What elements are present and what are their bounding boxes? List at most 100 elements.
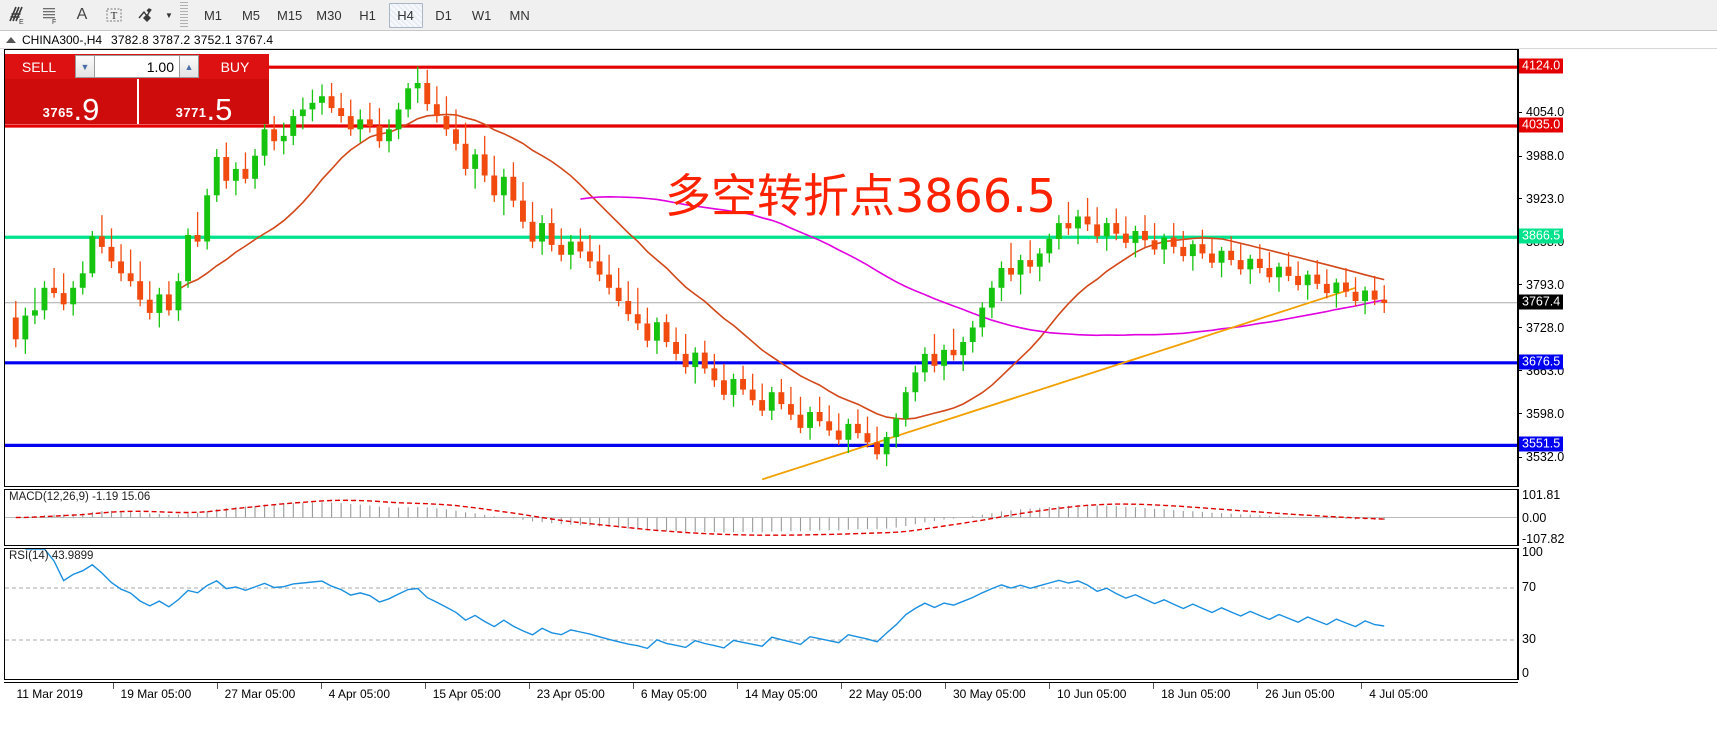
time-axis-separator xyxy=(320,683,322,689)
candle-body xyxy=(271,129,278,142)
price-pane[interactable] xyxy=(4,49,1518,487)
svg-text:T: T xyxy=(111,10,118,22)
price-tick-label: 3988.0 xyxy=(1526,149,1565,164)
candle-body xyxy=(1381,299,1388,303)
buy-price[interactable]: 3771 .5 xyxy=(137,79,269,125)
timeframe-d1[interactable]: D1 xyxy=(435,7,452,23)
candle-body xyxy=(1142,231,1148,241)
price-tag-black[interactable]: 3767.4 xyxy=(1519,294,1564,310)
time-axis-label: 30 May 05:00 xyxy=(952,687,1026,701)
candle-body xyxy=(22,315,29,340)
macd-plot xyxy=(5,490,1517,545)
time-axis-label: 10 Jun 05:00 xyxy=(1057,687,1127,701)
candle-body xyxy=(1304,274,1311,286)
candle-body xyxy=(644,323,651,341)
candle-body xyxy=(395,109,402,130)
timeframe-m15[interactable]: M15 xyxy=(277,7,303,23)
candle-body xyxy=(807,412,813,428)
time-axis-separator xyxy=(944,683,946,689)
price-tag-blue[interactable]: 3551.5 xyxy=(1519,436,1564,452)
candle-body xyxy=(529,221,536,242)
buy-button[interactable]: BUY xyxy=(201,54,269,79)
price-tag-blue[interactable]: 3676.5 xyxy=(1519,354,1564,370)
timeframe-h4[interactable]: H4 xyxy=(388,2,423,28)
candle-body xyxy=(950,349,957,356)
candle-body xyxy=(1103,223,1110,237)
macd-label: MACD(12,26,9) -1.19 15.06 xyxy=(9,491,151,503)
candle-body xyxy=(1266,268,1273,278)
macd-scale[interactable]: 101.81 0.00 -107.82 xyxy=(1518,488,1717,546)
price-tag-green[interactable]: 3866.5 xyxy=(1519,228,1564,244)
price-tag-red[interactable]: 4035.0 xyxy=(1519,117,1564,133)
sell-button[interactable]: SELL xyxy=(5,54,73,79)
candle-body xyxy=(443,116,450,130)
buy-price-integer: 3771 xyxy=(175,105,207,120)
sell-price-integer: 3765 xyxy=(42,105,74,120)
candle-body xyxy=(615,287,622,301)
price-scale[interactable]: 4054.03988.03923.03858.03793.03728.03663… xyxy=(1518,49,1717,487)
candle-body xyxy=(1132,231,1139,243)
toolbar-grip[interactable] xyxy=(180,2,188,28)
price-tick-label: 3532.0 xyxy=(1526,450,1565,465)
dropdown-caret-icon[interactable]: ▼ xyxy=(165,10,173,20)
svg-text:E: E xyxy=(19,19,24,26)
time-axis-label: 18 Jun 05:00 xyxy=(1161,687,1231,701)
text-label-icon[interactable]: T xyxy=(98,2,130,29)
timeframe-m1[interactable]: M1 xyxy=(203,7,223,23)
grid-icon[interactable]: F xyxy=(34,2,66,29)
one-click-trading-panel[interactable]: SELL ▼ 1.00 ▲ BUY 3765 .9 3771 .5 xyxy=(5,54,269,125)
price-tick: 3923.0 xyxy=(1518,192,1564,206)
candle-body xyxy=(912,372,919,393)
volume-control[interactable]: ▼ 1.00 ▲ xyxy=(73,54,201,79)
rsi-scale[interactable]: 100 70 30 0 xyxy=(1518,545,1717,680)
time-axis[interactable]: 11 Mar 2019 19 Mar 05:00 27 Mar 05:00 4 Apr… xyxy=(4,682,1518,707)
objects-icon[interactable] xyxy=(130,2,162,29)
collapse-triangle-icon[interactable] xyxy=(6,36,16,43)
candle-body xyxy=(472,154,479,169)
candle-body xyxy=(510,176,517,201)
candle-body xyxy=(998,268,1005,288)
candle-body xyxy=(127,273,134,282)
candle-body xyxy=(548,223,555,245)
candle-body xyxy=(70,287,77,305)
timeframe-h1[interactable]: H1 xyxy=(359,7,376,23)
candle-body xyxy=(328,96,335,109)
candle-body xyxy=(213,157,220,196)
candle-body xyxy=(414,83,421,89)
candle-body xyxy=(960,342,967,356)
candle-body xyxy=(223,157,230,181)
candle-body xyxy=(1122,233,1129,243)
timeframe-m5[interactable]: M5 xyxy=(241,7,261,23)
timeframe-mn[interactable]: MN xyxy=(509,7,530,23)
candle-body xyxy=(462,143,469,169)
time-axis-label: 11 Mar 2019 xyxy=(16,687,83,701)
timeframe-m30[interactable]: M30 xyxy=(316,7,342,23)
price-plot xyxy=(5,50,1517,486)
indicators-icon[interactable]: E xyxy=(2,2,34,29)
candle-body xyxy=(376,126,383,142)
volume-decrement-icon[interactable]: ▼ xyxy=(75,55,95,78)
price-tag-red[interactable]: 4124.0 xyxy=(1519,58,1564,74)
macd-pane[interactable]: MACD(12,26,9) -1.19 15.06 xyxy=(4,489,1518,546)
candle-body xyxy=(587,251,593,262)
time-axis-label: 15 Apr 05:00 xyxy=(432,687,501,701)
candle-body xyxy=(98,236,105,247)
text-icon[interactable]: A xyxy=(76,6,88,23)
candle-body xyxy=(1170,237,1177,247)
candle-body xyxy=(654,322,660,341)
sell-price[interactable]: 3765 .9 xyxy=(5,79,137,125)
rsi-pane[interactable]: RSI(14) 43.9899 xyxy=(4,548,1518,680)
volume-increment-icon[interactable]: ▲ xyxy=(179,55,199,78)
candle-body xyxy=(1285,266,1292,276)
timeframe-w1[interactable]: W1 xyxy=(471,7,492,23)
candle-body xyxy=(596,261,603,275)
rsi-scale-label: 100 xyxy=(1522,545,1543,559)
candle-body xyxy=(1237,260,1244,270)
chart-area: MACD(12,26,9) -1.19 15.06 RSI(14) 43.989… xyxy=(0,49,1717,753)
time-axis-label: 14 May 05:00 xyxy=(744,687,818,701)
candle-body xyxy=(1027,260,1034,267)
candle-body xyxy=(175,281,182,311)
candle-body xyxy=(788,404,794,415)
candle-body xyxy=(682,353,689,368)
volume-input[interactable]: 1.00 xyxy=(95,55,179,78)
